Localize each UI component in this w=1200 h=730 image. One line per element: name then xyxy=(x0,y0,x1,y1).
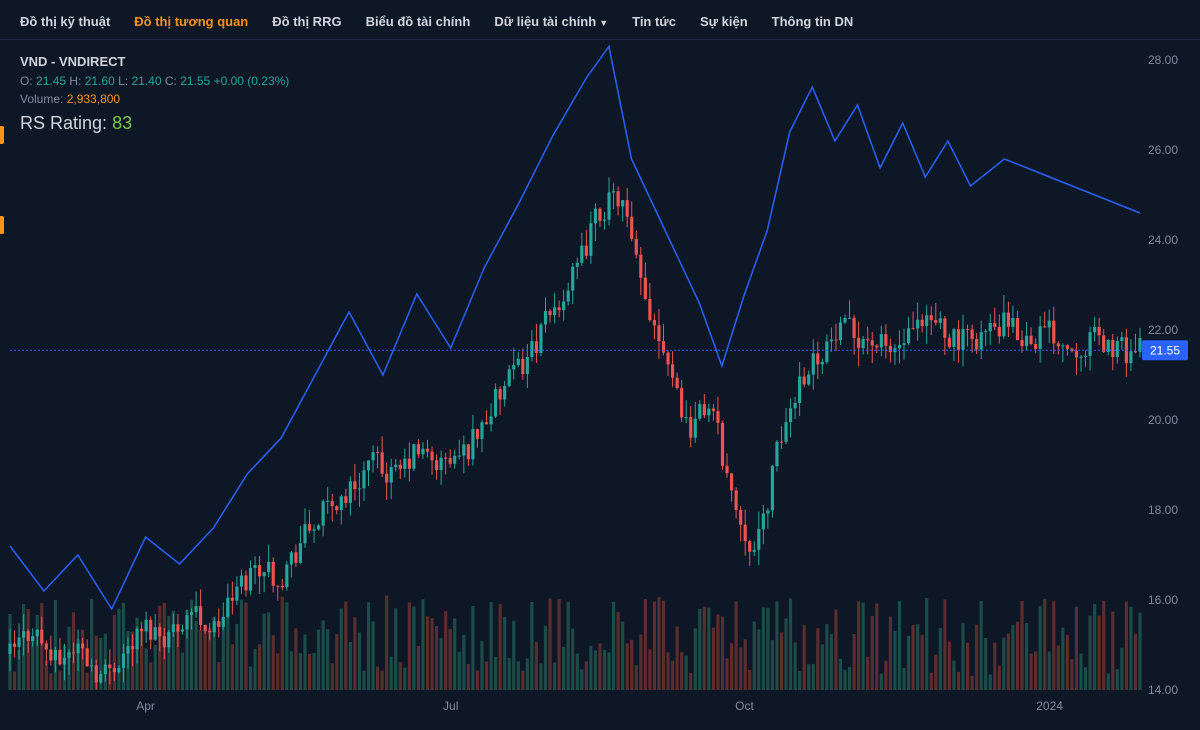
tab-bar: Đồ thị kỹ thuật Đồ thị tương quan Đồ thị R… xyxy=(0,0,1200,40)
svg-text:16.00: 16.00 xyxy=(1148,593,1178,607)
chevron-down-icon: ▼ xyxy=(599,18,608,28)
tab-đồ-thị-rrg[interactable]: Đồ thị RRG xyxy=(272,8,341,35)
vol-label: Volume: xyxy=(20,92,63,106)
rs-value: 83 xyxy=(112,113,132,133)
svg-text:26.00: 26.00 xyxy=(1148,143,1178,157)
c-value: 21.55 xyxy=(180,74,210,88)
svg-text:18.00: 18.00 xyxy=(1148,503,1178,517)
svg-text:20.00: 20.00 xyxy=(1148,413,1178,427)
l-label: L: xyxy=(118,74,128,88)
h-label: H: xyxy=(69,74,81,88)
tab-biểu-đồ-tài-chính[interactable]: Biểu đồ tài chính xyxy=(366,8,471,35)
svg-text:2024: 2024 xyxy=(1036,699,1063,713)
tab-sự-kiện[interactable]: Sự kiện xyxy=(700,8,748,35)
svg-text:Jul: Jul xyxy=(443,699,458,713)
svg-text:14.00: 14.00 xyxy=(1148,683,1178,697)
c-label: C: xyxy=(165,74,177,88)
o-label: O: xyxy=(20,74,33,88)
l-value: 21.40 xyxy=(131,74,161,88)
tab-đồ-thị-tương-quan[interactable]: Đồ thị tương quan xyxy=(134,8,248,35)
svg-text:22.00: 22.00 xyxy=(1148,323,1178,337)
rs-label: RS Rating: xyxy=(20,113,107,133)
chart-svg[interactable]: 14.00 16.00 18.00 20.00 22.00 24.00 26.00 28.00… xyxy=(0,40,1200,730)
svg-text:Oct: Oct xyxy=(735,699,754,713)
symbol-label: VND - VNDIRECT xyxy=(20,52,289,72)
tab-thông-tin-dn[interactable]: Thông tin DN xyxy=(772,8,854,35)
tab-dữ-liệu-tài-chính[interactable]: Dữ liệu tài chính▼ xyxy=(494,8,608,35)
change-value: +0.00 (0.23%) xyxy=(214,74,290,88)
info-panel: VND - VNDIRECT O: 21.45 H: 21.60 L: 21.4… xyxy=(20,52,289,137)
rs-rating: RS Rating: 83 xyxy=(20,110,289,137)
h-value: 21.60 xyxy=(85,74,115,88)
tab-tin-tức[interactable]: Tin tức xyxy=(632,8,676,35)
o-value: 21.45 xyxy=(36,74,66,88)
ohlc-row: O: 21.45 H: 21.60 L: 21.40 C: 21.55 +0.0… xyxy=(20,72,289,90)
tab-đồ-thị-kỹ-thuật[interactable]: Đồ thị kỹ thuật xyxy=(20,8,110,35)
svg-text:28.00: 28.00 xyxy=(1148,53,1178,67)
svg-text:24.00: 24.00 xyxy=(1148,233,1178,247)
volume-row: Volume: 2,933,800 xyxy=(20,90,289,108)
vol-value: 2,933,800 xyxy=(67,92,120,106)
chart-container[interactable]: VND - VNDIRECT O: 21.45 H: 21.60 L: 21.4… xyxy=(0,40,1200,730)
svg-text:21.55: 21.55 xyxy=(1150,343,1180,357)
svg-text:Apr: Apr xyxy=(136,699,155,713)
